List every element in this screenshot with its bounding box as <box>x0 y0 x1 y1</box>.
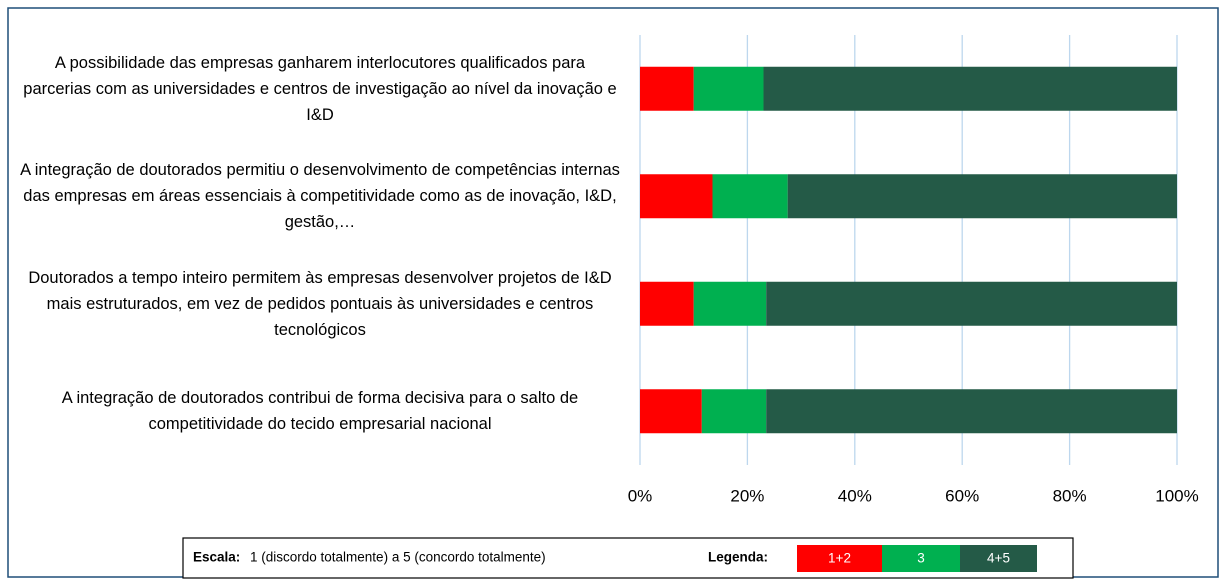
bar-segment <box>693 281 767 326</box>
category-label: A integração de doutorados permitiu o de… <box>20 161 620 232</box>
bar-segment <box>766 281 1177 326</box>
legend-entry: 1+2 <box>828 551 851 566</box>
legend-swatch <box>797 545 882 572</box>
x-tick-label: 20% <box>730 486 764 505</box>
bar-segment <box>640 66 694 111</box>
legend-entry: 4+5 <box>987 551 1010 566</box>
x-tick-label: 40% <box>838 486 872 505</box>
x-tick-label: 80% <box>1053 486 1087 505</box>
bars <box>640 66 1177 434</box>
bar-segment <box>787 174 1177 219</box>
scale-label: Escala: <box>193 550 240 565</box>
x-tick-label: 0% <box>628 486 653 505</box>
category-label: A integração de doutorados contribui de … <box>61 389 579 434</box>
bar-segment <box>640 389 702 434</box>
bar-segment <box>763 66 1177 111</box>
bar-segment <box>712 174 788 219</box>
category-label: Doutorados a tempo inteiro permitem às e… <box>28 268 612 339</box>
scale-text: 1 (discordo totalmente) a 5 (concordo to… <box>250 550 546 565</box>
bar-segment <box>766 389 1177 434</box>
x-tick-label: 60% <box>945 486 979 505</box>
legend-label: Legenda: <box>708 550 768 565</box>
bar-segment <box>640 174 713 219</box>
bar-segment <box>701 389 767 434</box>
legend-swatch <box>960 545 1037 572</box>
x-tick-label: 100% <box>1155 486 1198 505</box>
category-label: A possibilidade das empresas ganharem in… <box>23 53 617 124</box>
bar-segment <box>640 281 694 326</box>
bar-segment <box>693 66 764 111</box>
legend-entry: 3 <box>917 551 925 566</box>
legend-swatch <box>882 545 960 572</box>
